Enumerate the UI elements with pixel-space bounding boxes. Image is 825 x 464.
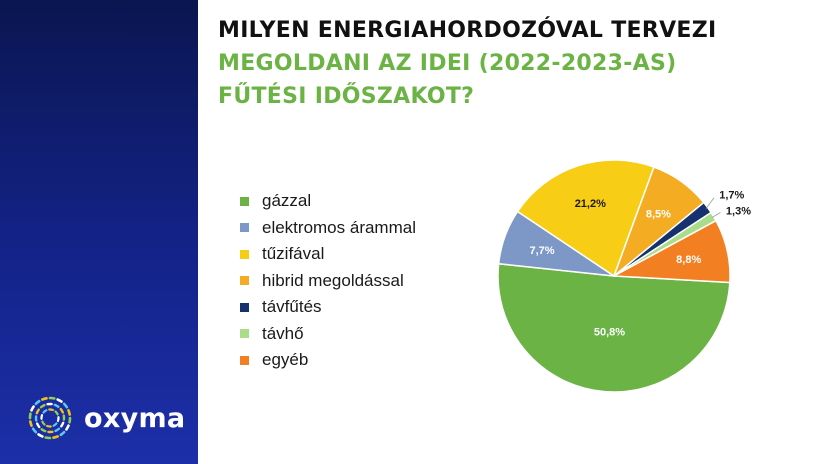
logo-ring-segment xyxy=(31,427,38,434)
title-line-1: MILYEN ENERGIAHORDOZÓVAL TERVEZI xyxy=(218,18,717,43)
pie-data-label: 50,8% xyxy=(594,326,625,338)
legend-label: tűzifával xyxy=(262,244,325,264)
pie-data-label: 1,7% xyxy=(719,189,744,201)
logo-ring-segment xyxy=(30,405,35,412)
logo-ring-segment xyxy=(52,422,58,427)
pie-data-label: 8,5% xyxy=(646,209,671,221)
brand: oxyma xyxy=(26,394,185,442)
legend-item: hibrid megoldással xyxy=(240,268,416,295)
pie-chart: 50,8% 7,7% 21,2% 8,5% 1,7% 1,3% 8,8% xyxy=(497,159,751,393)
logo-ring-segment xyxy=(40,428,47,433)
logo-ring-segment xyxy=(35,408,40,415)
legend-item: egyéb xyxy=(240,347,416,374)
legend-swatch xyxy=(240,223,249,233)
side-panel xyxy=(0,0,198,464)
legend-item: távfűtés xyxy=(240,294,416,321)
legend-swatch xyxy=(240,196,249,206)
legend-label: távfűtés xyxy=(262,297,322,317)
legend-label: távhő xyxy=(262,323,304,343)
logo-ring-segment xyxy=(37,433,44,438)
title-line-3: FŰTÉSI IDŐSZAKOT? xyxy=(218,84,475,109)
legend-label: elektromos árammal xyxy=(262,217,416,237)
logo-ring-segment xyxy=(54,427,61,433)
logo-ring-segment xyxy=(65,424,70,431)
logo-ring-segment xyxy=(46,424,52,428)
logo-ring-segment xyxy=(42,409,48,414)
chart-legend: gázzal elektromos árammal tűzifával hibrid … xyxy=(240,188,416,374)
legend-item: gázzal xyxy=(240,188,416,215)
legend-item: tűzifával xyxy=(240,241,416,268)
logo-ring-segment xyxy=(62,402,69,409)
logo-ring-segment xyxy=(40,414,44,420)
pie-data-label: 8,8% xyxy=(676,254,701,266)
logo-ring-segment xyxy=(56,416,60,422)
logo-ring-segment xyxy=(59,430,66,437)
legend-swatch xyxy=(240,355,249,365)
logo-ring-segment xyxy=(48,408,54,412)
pie-slice xyxy=(613,219,731,284)
pie-data-label: 7,7% xyxy=(529,245,554,257)
pie-slice xyxy=(497,262,731,393)
logo-ring-segment xyxy=(41,397,48,401)
legend-swatch xyxy=(240,329,249,339)
logo-ring-segment xyxy=(54,410,59,416)
pie-leader-line xyxy=(711,212,721,218)
logo-ring-segment xyxy=(34,399,41,406)
legend-swatch xyxy=(240,276,249,286)
legend-swatch xyxy=(240,249,249,259)
logo-ring-segment xyxy=(39,403,46,409)
logo-ring-segment xyxy=(35,422,41,429)
logo-ring-segment xyxy=(29,420,33,427)
logo-ring-segment xyxy=(56,398,63,403)
legend-label: hibrid megoldással xyxy=(262,270,404,290)
pie-leader-line xyxy=(705,197,715,209)
legend-label: egyéb xyxy=(262,350,309,370)
pie-slice xyxy=(516,159,655,277)
oxyma-ring-logo-icon xyxy=(28,396,72,440)
logo-ring-segment xyxy=(41,420,46,426)
brand-name: oxyma xyxy=(84,402,186,434)
logo-ring-segment xyxy=(67,409,71,416)
legend-item: távhő xyxy=(240,321,416,348)
pie-data-label: 1,3% xyxy=(726,205,751,217)
legend-label: gázzal xyxy=(262,191,312,211)
legend-item: elektromos árammal xyxy=(240,215,416,242)
logo-ring-segment xyxy=(53,403,60,408)
chart-title: MILYEN ENERGIAHORDOZÓVAL TERVEZI MEGOLDA… xyxy=(218,14,808,113)
logo-ring-segment xyxy=(59,407,65,414)
pie-data-label: 21,2% xyxy=(575,198,606,210)
logo-ring-segment xyxy=(52,435,59,439)
title-line-2: MEGOLDANI AZ IDEI (2022-2023-AS) xyxy=(218,51,677,76)
logo-ring-segment xyxy=(60,421,65,428)
legend-swatch xyxy=(240,302,249,312)
